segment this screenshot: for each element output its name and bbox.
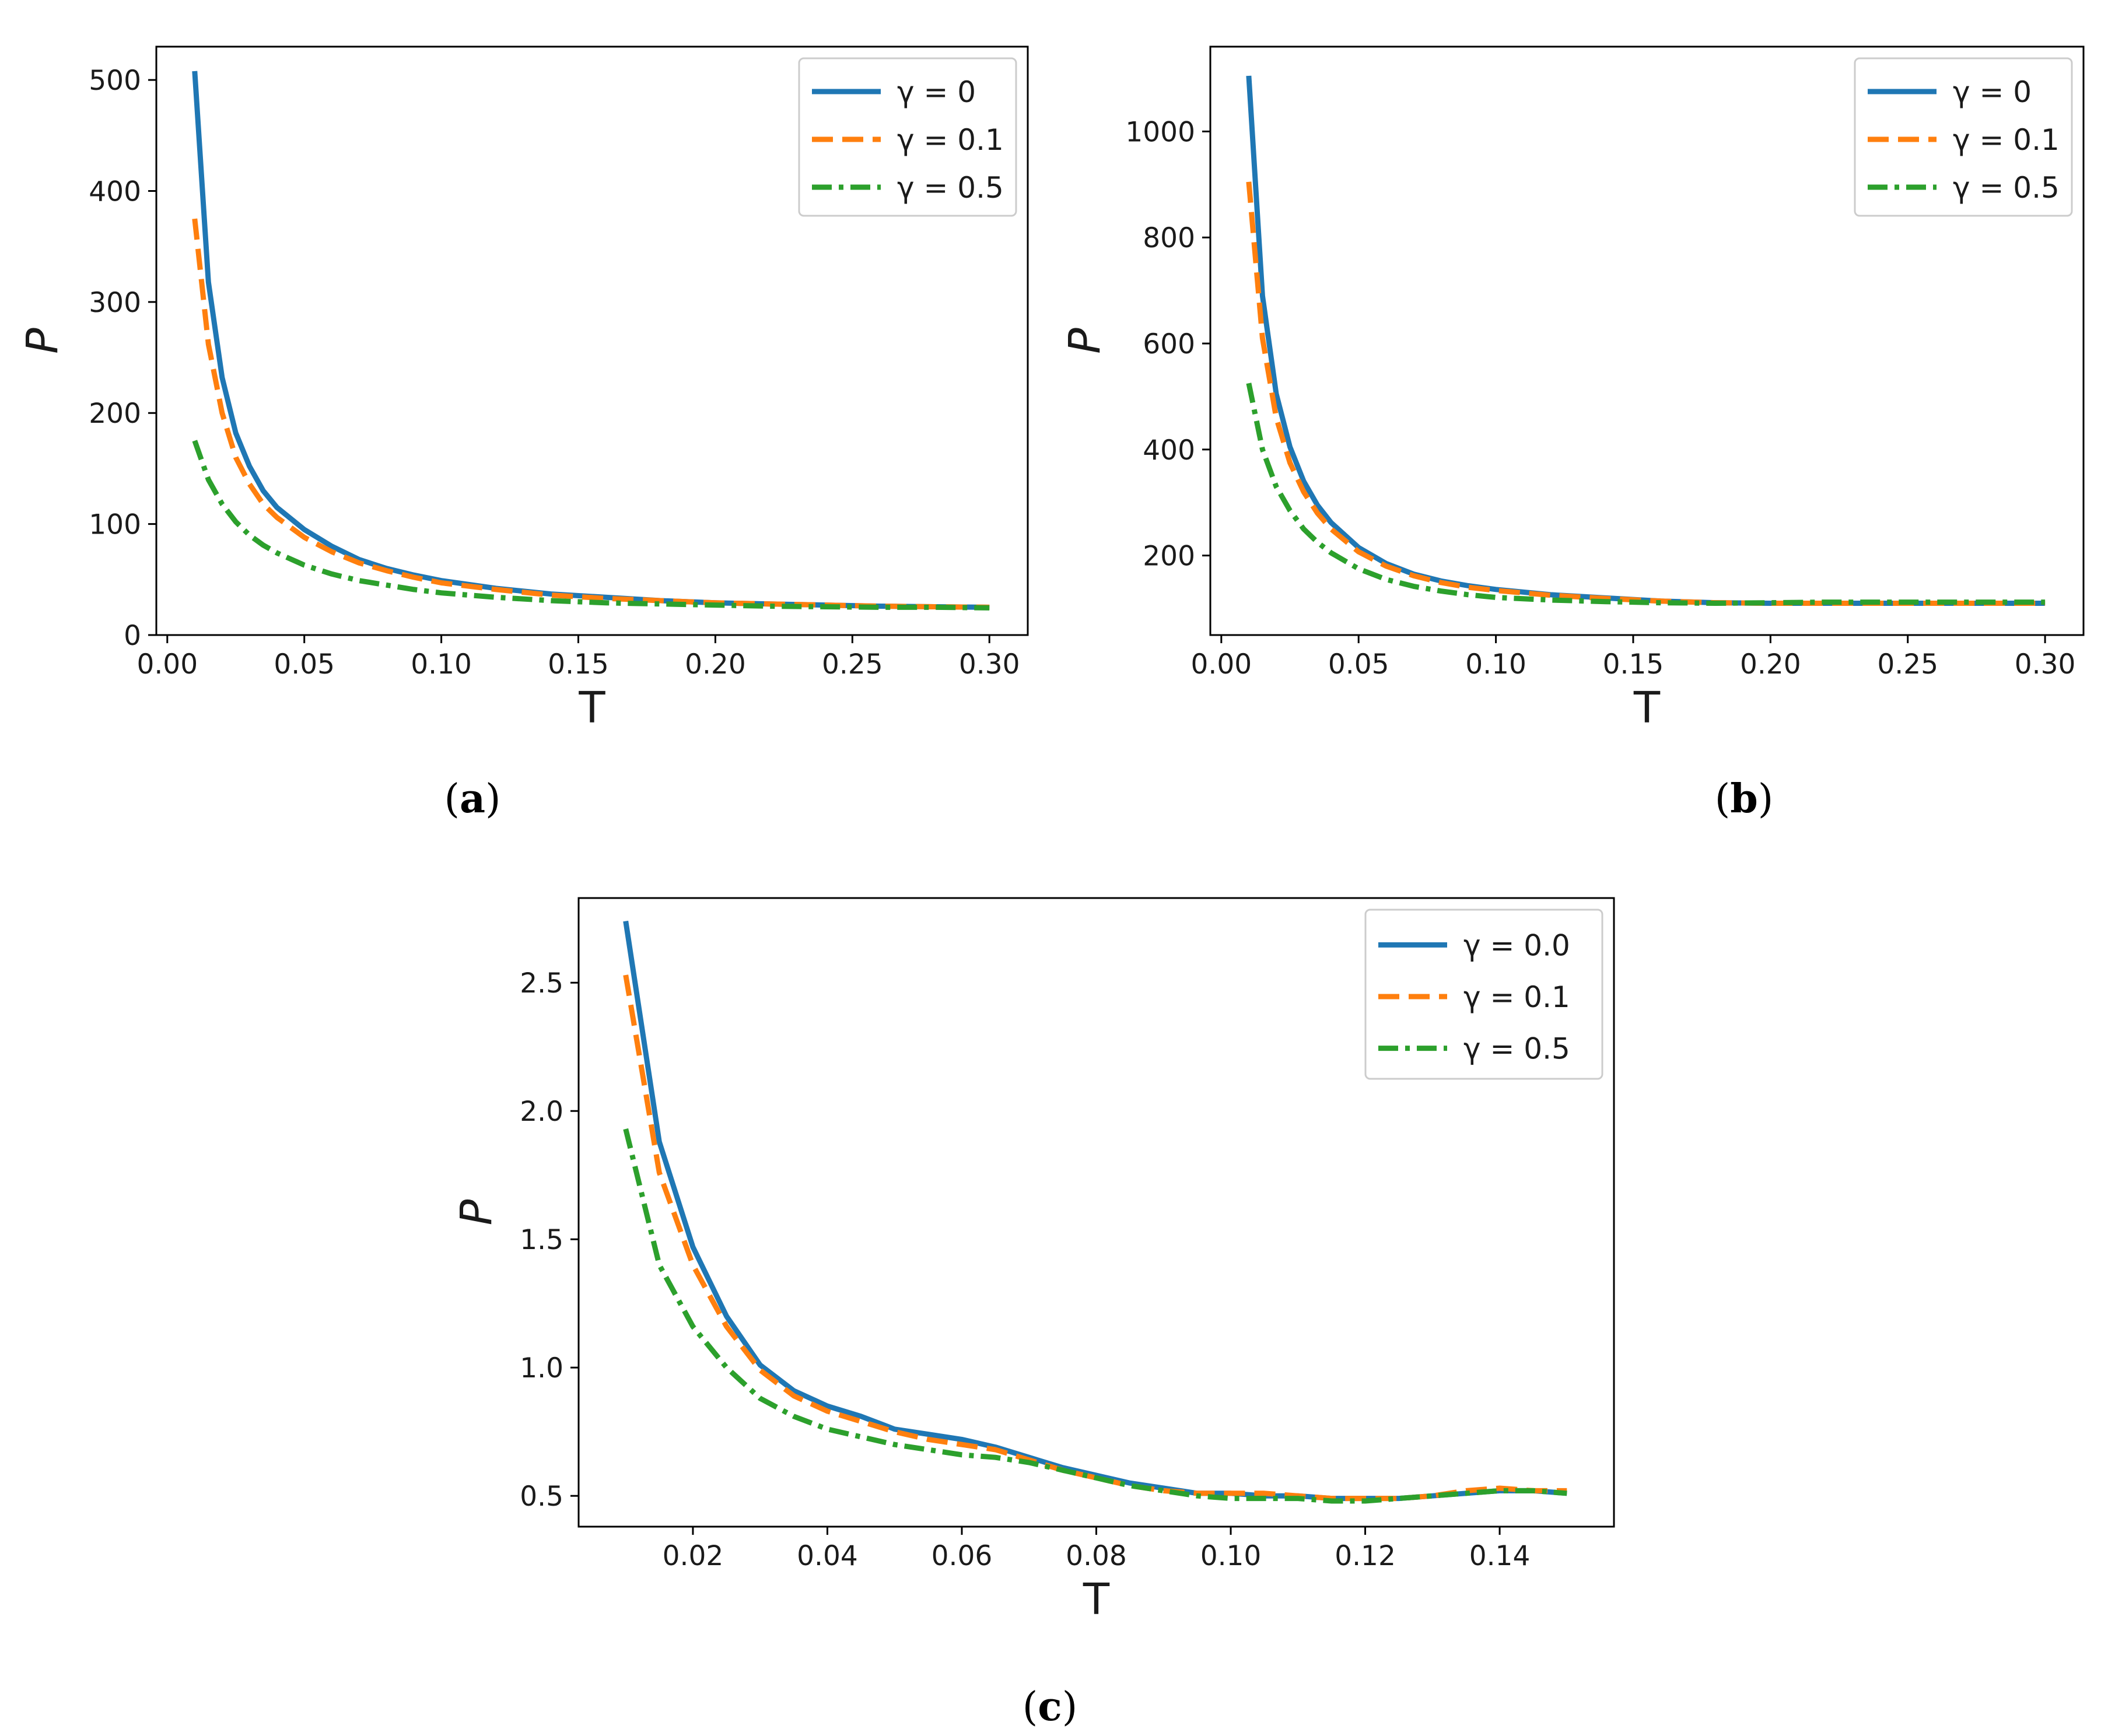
legend-entry-1: γ = 0 [1953,75,2032,109]
x-tick-label: 0.30 [959,648,1020,681]
x-tick-label: 0.06 [932,1540,993,1572]
panel-label: (c) [1023,1684,1077,1730]
x-tick-label: 0.14 [1469,1540,1531,1572]
y-tick-label: 0 [124,620,141,652]
legend-box [1364,909,1603,1080]
legend-box [798,57,1017,217]
y-tick-label: 600 [1143,328,1195,360]
y-tick-label: 200 [89,398,141,430]
x-axis-label: T [1633,683,1661,733]
x-tick-label: 0.00 [1191,648,1252,681]
y-tick-label: 2.0 [520,1096,563,1128]
y-tick-label: 400 [1143,434,1195,467]
legend-entry-3: γ = 0.5 [1463,1032,1570,1066]
y-tick-label: 400 [89,176,141,208]
x-tick-label: 0.00 [136,648,198,681]
y-tick-label: 200 [1143,541,1195,573]
y-tick-label: 500 [89,65,141,97]
y-tick-label: 1.0 [520,1352,563,1384]
x-tick-label: 0.10 [1465,648,1526,681]
y-tick-label: 800 [1143,222,1195,254]
y-tick-label: 2.5 [520,967,563,999]
panel-b: 0.00 0.05 0.10 0.15 0.20 0.25 0.30 200 400 600 800… [1060,45,2085,822]
x-tick-label: 0.15 [1603,648,1664,681]
y-axis-label: P [17,328,68,354]
x-tick-label: 0.05 [1328,648,1389,681]
x-tick-label: 0.02 [663,1540,724,1572]
legend-entry-2: γ = 0.1 [897,123,1004,157]
legend: γ = 0 γ = 0.1 γ = 0.5 [798,57,1017,217]
x-tick-label: 0.20 [1740,648,1801,681]
panel-label: (a) [444,776,500,822]
x-tick-label: 0.10 [1200,1540,1262,1572]
legend-box [1854,57,2073,217]
x-tick-label: 0.25 [822,648,883,681]
y-tick-label: 1.5 [520,1224,563,1256]
x-tick-label: 0.10 [411,648,472,681]
series-line-3 [1246,383,2046,606]
panel-label: (b) [1715,776,1774,822]
y-axis-label: P [451,1199,502,1225]
y-tick-label: 1000 [1125,116,1195,148]
x-tick-label: 0.08 [1066,1540,1127,1572]
x-tick-label: 0.04 [797,1540,858,1572]
axes-frame [155,45,1029,636]
x-axis-label: T [578,683,605,733]
legend-entry-1: γ = 0 [897,75,976,109]
legend-entry-3: γ = 0.5 [897,171,1004,205]
x-tick-label: 0.15 [548,648,609,681]
x-tick-label: 0.20 [685,648,746,681]
series-line-3 [623,1128,1567,1504]
x-tick-label: 0.25 [1877,648,1938,681]
x-tick-label: 0.05 [274,648,335,681]
y-tick-label: 0.5 [520,1481,563,1513]
legend-entry-2: γ = 0.1 [1953,123,2060,157]
legend: γ = 0.0 γ = 0.1 γ = 0.5 [1364,909,1603,1080]
legend-entry-1: γ = 0.0 [1463,928,1570,962]
series-line-2 [1246,181,2046,606]
panel-c: 0.02 0.04 0.06 0.08 0.10 0.12 0.14 0.5 1.0 1.5 2.0… [451,897,1615,1730]
series-line-2 [192,218,990,610]
series-line-3 [192,440,990,611]
y-tick-label: 300 [89,287,141,319]
y-tick-label: 100 [89,509,141,541]
y-axis-label: P [1060,328,1110,354]
legend-entry-2: γ = 0.1 [1463,980,1570,1014]
x-axis-label: T [1083,1574,1110,1625]
legend-entry-3: γ = 0.5 [1953,171,2060,205]
x-tick-label: 0.30 [2015,648,2076,681]
legend: γ = 0 γ = 0.1 γ = 0.5 [1854,57,2073,217]
x-tick-label: 0.12 [1335,1540,1396,1572]
axes-frame [1209,45,2085,636]
panel-a: 0.00 0.05 0.10 0.15 0.20 0.25 0.30 0 100 200 300 40… [17,45,1029,822]
